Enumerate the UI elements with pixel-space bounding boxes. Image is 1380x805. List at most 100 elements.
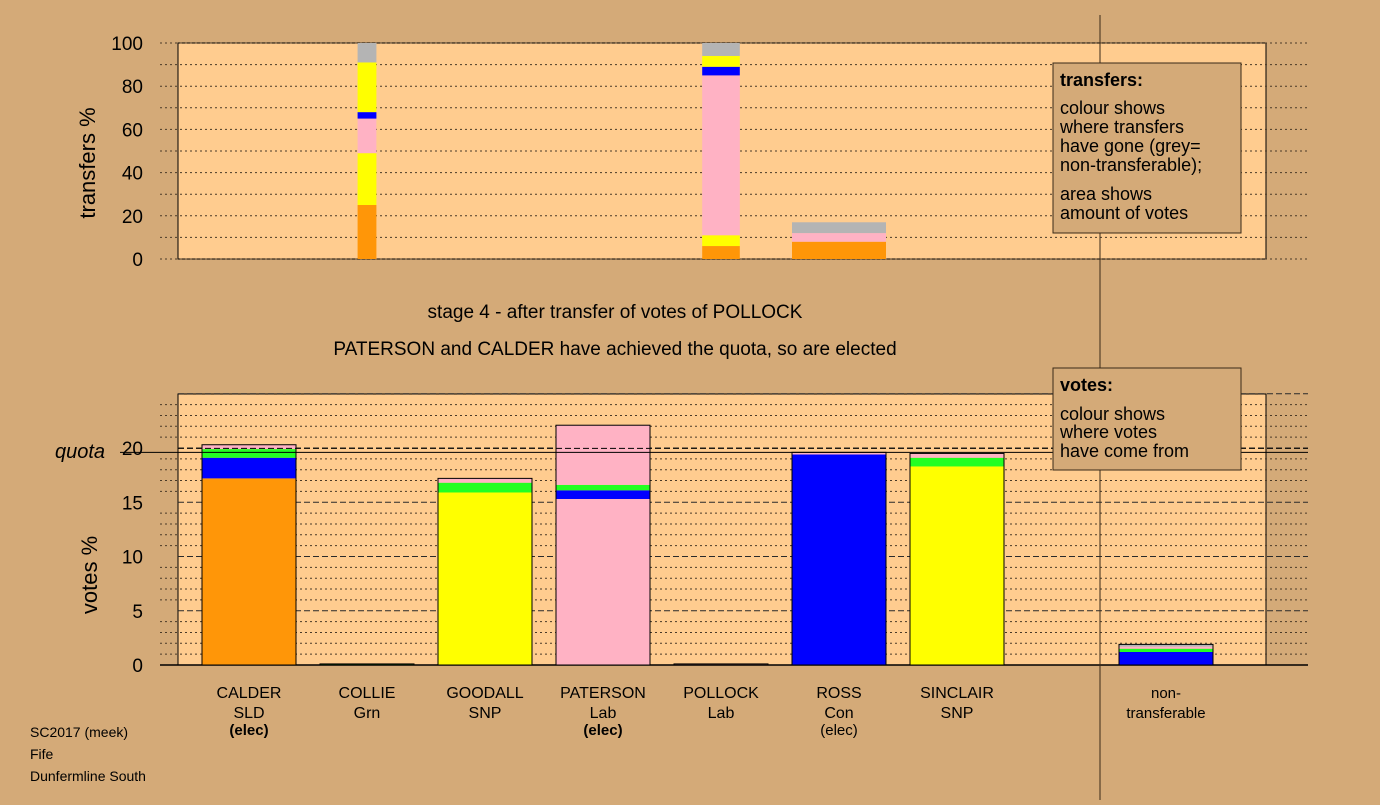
vote-bar-sinclair-segment-grn <box>910 457 1004 467</box>
vote-bar-nontransferable-segment-con <box>1119 651 1213 665</box>
transfer-segment-snp <box>702 235 740 247</box>
legend-votes-line: where votes <box>1059 422 1157 442</box>
transfers-tick-label: 0 <box>132 250 143 271</box>
candidate-party: SNP <box>469 705 502 722</box>
candidate-party: Grn <box>354 705 381 722</box>
footer-method: SC2017 (meek) <box>30 724 129 740</box>
transfers-tick-label: 20 <box>122 207 143 228</box>
footer-ward: Dunfermline South <box>30 768 146 784</box>
nontransferable-label: transferable <box>1126 705 1205 722</box>
candidate-name: SINCLAIR <box>920 685 994 702</box>
votes-tick-label: 20 <box>122 439 143 460</box>
transfer-segment-sld <box>702 246 740 259</box>
vote-bar-calder-segment-grn <box>202 449 296 458</box>
vote-bar-ross-segment-lab <box>792 452 886 455</box>
vote-bar-calder-outline <box>201 444 297 666</box>
legend-votes-title: votes: <box>1060 375 1113 395</box>
transfer-segment-nontransferable <box>357 43 377 63</box>
transfer-segment-snp <box>702 55 740 67</box>
vote-bar-calder-segment-lab <box>202 444 296 450</box>
vote-bar-goodall-segment-snp <box>438 492 532 665</box>
vote-bar-nontransferable-segment-grn <box>1119 648 1213 652</box>
transfer-segment-lab <box>357 118 377 154</box>
transfer-segment-sld <box>792 241 886 259</box>
transfer-segment-nontransferable <box>702 43 740 56</box>
candidate-name: PATERSON <box>560 685 646 702</box>
legend-transfers-line: where transfers <box>1059 117 1184 137</box>
vote-bar-paterson-segment-lab <box>556 498 650 665</box>
transfers-tick-label: 40 <box>122 164 143 185</box>
vote-bar-sinclair-segment-snp <box>910 466 1004 665</box>
candidate-party: SNP <box>941 705 974 722</box>
vote-bar-collie-segment-grn <box>320 663 414 665</box>
legend-transfers-line: have gone (grey= <box>1060 136 1201 156</box>
legend-transfers-line: non-transferable); <box>1060 155 1202 175</box>
candidate-name: GOODALL <box>446 685 523 702</box>
votes-tick-label: 0 <box>132 656 143 677</box>
vote-bar-pollock-segment-lab <box>674 663 768 665</box>
transfers-tick-label: 100 <box>111 34 143 55</box>
candidate-status: (elec) <box>583 722 622 739</box>
footer-region: Fife <box>30 746 54 762</box>
transfer-segment-snp <box>357 62 377 113</box>
transfer-segment-lab <box>792 233 886 242</box>
vote-bar-goodall-segment-grn <box>438 482 532 493</box>
candidate-party: Con <box>824 705 853 722</box>
legend-votes: votes: colour shows where votes have com… <box>1052 367 1242 471</box>
legend-votes-line: have come from <box>1060 441 1189 461</box>
vote-bar-nontransferable-segment-lab <box>1119 646 1213 649</box>
votes-tick-label: 10 <box>122 548 143 569</box>
transfer-segment-con <box>702 66 740 76</box>
vote-bar-paterson-outline <box>555 424 651 666</box>
transfers-y-ticks: 0 20 40 60 80 100 <box>111 34 143 271</box>
transfer-segment-con <box>357 112 377 119</box>
nontransferable-label: non- <box>1151 685 1181 702</box>
legend-transfers-line: area shows <box>1060 184 1152 204</box>
transfer-segment-nontransferable <box>792 222 886 234</box>
transfers-tick-label: 80 <box>122 77 143 98</box>
votes-axis-label: votes % <box>77 536 102 614</box>
legend-votes-line: colour shows <box>1060 404 1165 424</box>
transfers-axis-label: transfers % <box>75 107 100 218</box>
candidate-status: (elec) <box>820 722 858 739</box>
candidate-status: (elec) <box>229 722 268 739</box>
transfer-segment-lab <box>702 75 740 236</box>
legend-transfers-line: colour shows <box>1060 98 1165 118</box>
candidate-name: CALDER <box>217 685 282 702</box>
candidate-name: ROSS <box>816 685 861 702</box>
vote-bar-pollock-outline <box>673 663 769 666</box>
transfers-bars <box>357 43 886 259</box>
votes-tick-label: 15 <box>122 493 143 514</box>
vote-bar-goodall-outline <box>437 477 533 666</box>
elected-note: PATERSON and CALDER have achieved the qu… <box>333 339 896 360</box>
vote-bar-nontransferable-outline <box>1118 643 1214 666</box>
transfer-segment-sld <box>357 205 377 259</box>
legend-transfers: transfers: colour shows where transfers … <box>1052 62 1242 234</box>
candidate-name: POLLOCK <box>683 685 759 702</box>
candidate-name: COLLIE <box>339 685 396 702</box>
candidate-party: SLD <box>233 705 264 722</box>
vote-bar-calder-segment-con <box>202 457 296 479</box>
legend-transfers-title: transfers: <box>1060 70 1143 90</box>
stage-title: stage 4 - after transfer of votes of POL… <box>428 302 803 323</box>
vote-bar-calder-segment-sld <box>202 478 296 665</box>
candidate-labels: CALDERSLD(elec)COLLIEGrnGOODALLSNPPATERS… <box>217 685 1206 739</box>
candidate-party: Lab <box>708 705 735 722</box>
candidate-party: Lab <box>590 705 617 722</box>
vote-bar-nontransferable-segment-nontransferable <box>1119 644 1213 647</box>
vote-bar-paterson-segment-grn <box>556 484 650 491</box>
vote-bar-collie-outline <box>319 663 415 666</box>
vote-bar-ross-segment-con <box>792 454 886 665</box>
transfer-segment-snp <box>357 153 377 205</box>
vote-bar-paterson-segment-lab <box>556 425 650 485</box>
vote-bar-sinclair-outline <box>909 452 1005 666</box>
vote-bar-goodall-segment-lab <box>438 478 532 483</box>
vote-bar-sinclair-segment-lab <box>910 453 1004 458</box>
quota-label: quota <box>55 441 105 463</box>
votes-y-ticks: 0 5 10 15 20 <box>122 439 143 677</box>
transfers-tick-label: 60 <box>122 120 143 141</box>
legend-transfers-line: amount of votes <box>1060 203 1188 223</box>
votes-bars <box>201 424 1214 666</box>
